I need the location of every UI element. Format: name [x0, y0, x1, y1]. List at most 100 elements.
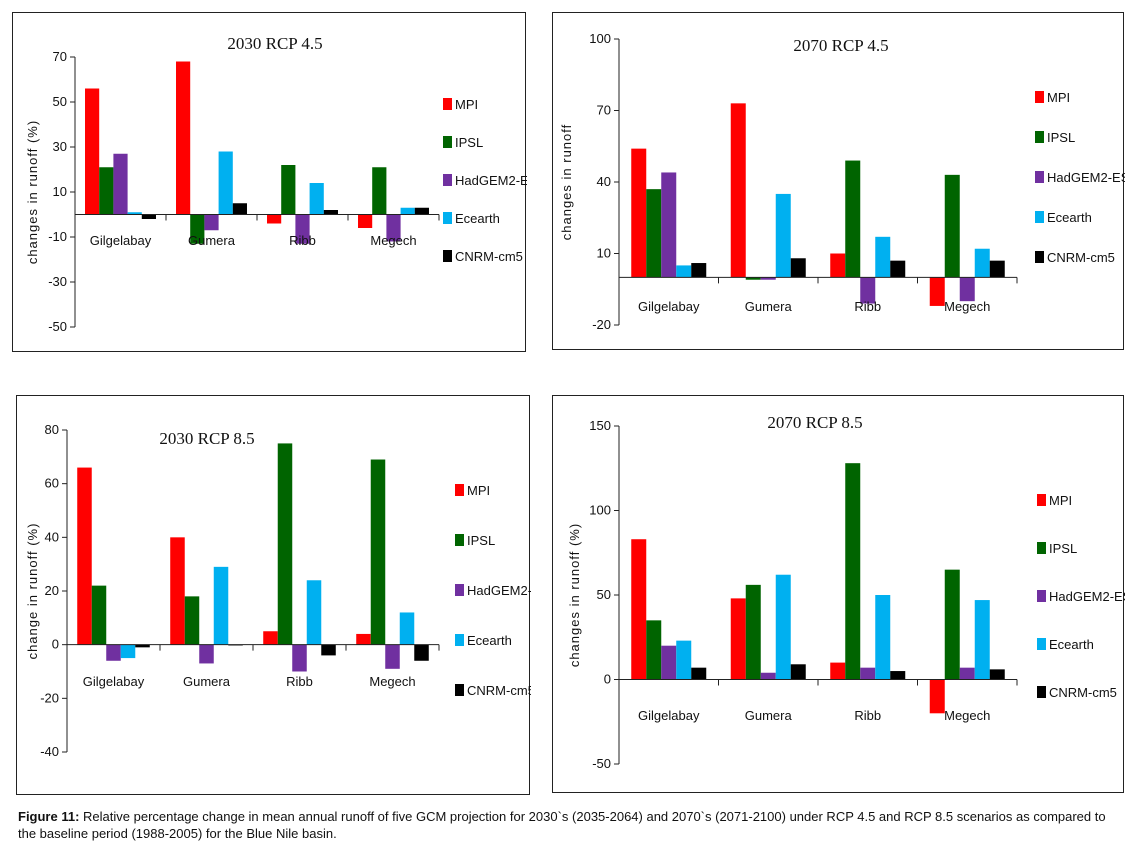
y-tick-label: 50: [597, 587, 611, 602]
bar-mpi-megech: [929, 277, 945, 306]
bar-mpi-ribb: [830, 253, 846, 278]
bar-ecearth-gilgelabay: [120, 644, 136, 659]
bar-cnrm-cm5-gilgelabay: [135, 644, 150, 648]
bar-ipsl-gilgelabay: [646, 620, 662, 680]
y-tick-label: 0: [604, 672, 611, 687]
y-tick-label: 100: [589, 503, 611, 518]
y-tick-label: 100: [589, 31, 611, 46]
bar-cnrm-cm5-megech: [989, 669, 1005, 680]
legend-label: CNRM-cm5: [1047, 250, 1115, 265]
bar-cnrm-cm5-gilgelabay: [691, 667, 707, 680]
chart-2070-rcp85: 2070 RCP 8.5 changes in runoff (%) 150 100 5…: [567, 413, 1125, 771]
bar-ipsl-gumera: [184, 596, 200, 645]
bar-ecearth-gilgelabay: [676, 640, 692, 680]
category-label: Megech: [370, 233, 416, 248]
bar-cnrm-cm5-ribb: [323, 210, 338, 215]
bar-mpi-megech: [929, 679, 945, 714]
bar-mpi-megech: [356, 633, 371, 645]
bar-ipsl-gilgelabay: [99, 167, 114, 215]
category-label: Ribb: [854, 708, 881, 723]
legend-swatch: [1037, 590, 1046, 602]
legend-swatch: [455, 484, 464, 496]
legend-label: MPI: [1049, 493, 1072, 508]
legend-swatch: [443, 136, 452, 148]
legend-label: IPSL: [1047, 130, 1075, 145]
bar-hadgem2-es-ribb: [292, 644, 307, 672]
y-tick-label: 150: [589, 418, 611, 433]
figure-caption: Figure 11: Relative percentage change in…: [18, 808, 1118, 842]
bar-mpi-gilgelabay: [85, 88, 100, 215]
legend-swatch: [443, 174, 452, 186]
bar-ecearth-gumera: [213, 566, 229, 645]
bar-ipsl-gumera: [745, 277, 761, 280]
y-tick-label: 60: [45, 476, 59, 491]
bar-hadgem2-es-megech: [385, 644, 400, 669]
bar-ecearth-megech: [400, 207, 415, 215]
bar-ipsl-gumera: [190, 214, 205, 244]
bar-mpi-megech: [358, 214, 373, 228]
y-tick-label: -50: [48, 319, 67, 334]
chart-title: 2070 RCP 8.5: [767, 413, 862, 432]
y-tick-label: -10: [48, 229, 67, 244]
legend-swatch: [455, 584, 464, 596]
bar-mpi-gumera: [730, 598, 746, 680]
bar-ipsl-ribb: [277, 443, 293, 645]
chart-panel-2070-rcp45: 2070 RCP 4.5 changes in runoff 100 70 40 10 -2…: [552, 12, 1125, 350]
y-tick-label: 40: [45, 529, 59, 544]
category-label: Ribb: [854, 299, 881, 314]
bar-hadgem2-es-megech: [959, 667, 975, 680]
legend-label: CNRM-cm5: [1049, 685, 1117, 700]
chart-title: 2070 RCP 4.5: [793, 36, 888, 55]
legend-swatch: [455, 534, 464, 546]
category-label: Gumera: [183, 674, 231, 689]
bar-hadgem2-es-gumera: [760, 277, 776, 280]
bar-cnrm-cm5-megech: [414, 207, 429, 215]
y-tick-label: 30: [53, 139, 67, 154]
bar-hadgem2-es-gilgelabay: [106, 644, 121, 661]
bar-ecearth-gumera: [218, 151, 233, 215]
legend-swatch: [1035, 211, 1044, 223]
bar-ipsl-megech: [370, 459, 386, 645]
bar-hadgem2-es-ribb: [295, 214, 310, 244]
legend-label: CNRM-cm5: [455, 249, 523, 264]
legend-swatch: [1037, 542, 1046, 554]
y-tick-label: 50: [53, 94, 67, 109]
bar-cnrm-cm5-ribb: [890, 671, 906, 680]
legend-label: Ecearth: [1049, 637, 1094, 652]
chart-panel-2030-rcp85: 2030 RCP 8.5 change in runoff (%) 80 60 40 20…: [16, 395, 531, 795]
y-tick-label: 0: [52, 637, 59, 652]
bar-mpi-ribb: [830, 662, 846, 680]
caption-label: Figure 11:: [18, 809, 80, 824]
category-label: Gilgelabay: [638, 708, 700, 723]
category-label: Gilgelabay: [638, 299, 700, 314]
bar-mpi-gilgelabay: [631, 539, 647, 680]
bar-hadgem2-es-gilgelabay: [113, 153, 128, 215]
category-label: Gumera: [188, 233, 236, 248]
bar-hadgem2-es-ribb: [860, 277, 876, 304]
category-label: Gilgelabay: [83, 674, 145, 689]
chart-panel-2070-rcp85: 2070 RCP 8.5 changes in runoff (%) 150 100 5…: [552, 395, 1125, 793]
bar-hadgem2-es-gumera: [760, 672, 776, 680]
bar-ecearth-gilgelabay: [676, 265, 692, 278]
bar-cnrm-cm5-ribb: [890, 260, 906, 278]
y-tick-label: 70: [53, 49, 67, 64]
bar-hadgem2-es-gilgelabay: [661, 645, 677, 680]
bar-ecearth-ribb: [875, 236, 891, 278]
bar-ipsl-gilgelabay: [646, 189, 662, 278]
y-axis-label: change in runoff (%): [25, 523, 40, 660]
bar-ipsl-ribb: [281, 165, 296, 215]
bar-ipsl-megech: [944, 569, 960, 680]
bar-mpi-gilgelabay: [631, 148, 647, 278]
bar-hadgem2-es-ribb: [860, 667, 876, 680]
legend-swatch: [1037, 494, 1046, 506]
y-axis-label: changes in runoff: [559, 124, 574, 241]
bar-cnrm-cm5-gilgelabay: [141, 214, 156, 219]
bar-cnrm-cm5-gilgelabay: [691, 263, 707, 278]
legend-label: IPSL: [1049, 541, 1077, 556]
legend-label: HadGEM2-ES: [1049, 589, 1125, 604]
bar-ipsl-megech: [944, 174, 960, 278]
bar-cnrm-cm5-gumera: [790, 664, 806, 680]
legend-swatch: [443, 98, 452, 110]
legend-swatch: [455, 684, 464, 696]
legend-swatch: [443, 250, 452, 262]
